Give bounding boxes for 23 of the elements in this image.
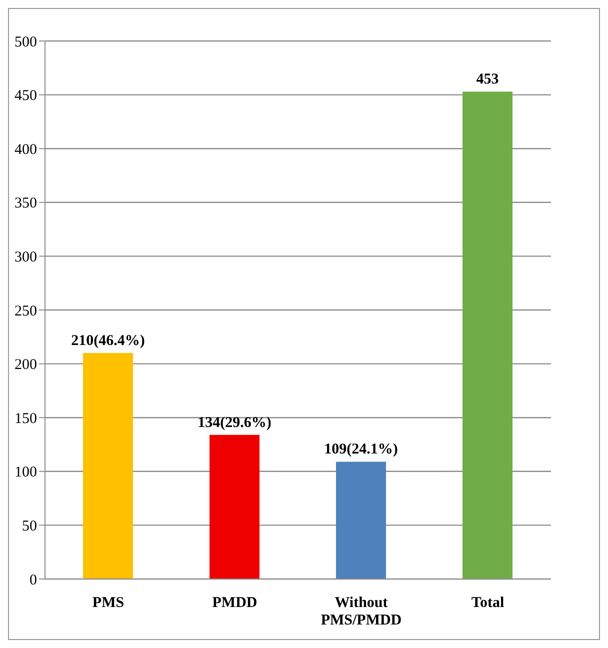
data-label: 453 bbox=[476, 72, 499, 88]
y-tick-label: 0 bbox=[30, 572, 37, 588]
x-tick-label: Total bbox=[471, 595, 504, 611]
x-tick-label: PMS bbox=[92, 595, 124, 611]
data-label: 210(46.4%) bbox=[71, 333, 145, 350]
y-tick-label: 500 bbox=[14, 34, 37, 50]
y-tick-label: 450 bbox=[14, 88, 37, 104]
data-label: 134(29.6%) bbox=[198, 414, 272, 431]
bar bbox=[336, 462, 386, 579]
y-tick-label: 50 bbox=[22, 518, 37, 535]
bar bbox=[462, 92, 512, 579]
y-tick-label: 300 bbox=[14, 250, 37, 266]
bar bbox=[210, 434, 260, 579]
y-tick-label: 150 bbox=[14, 410, 37, 427]
data-label: 109(24.1%) bbox=[324, 442, 398, 458]
x-tick-label: PMDD bbox=[212, 595, 258, 611]
y-tick-label: 100 bbox=[14, 464, 37, 481]
y-tick-label: 400 bbox=[14, 142, 37, 158]
x-tick-label: Without PMS/PMDD bbox=[320, 595, 402, 628]
y-tick-label: 250 bbox=[14, 303, 37, 320]
bar bbox=[83, 353, 133, 579]
y-tick-label: 350 bbox=[14, 196, 37, 212]
y-tick-label: 200 bbox=[14, 357, 37, 374]
